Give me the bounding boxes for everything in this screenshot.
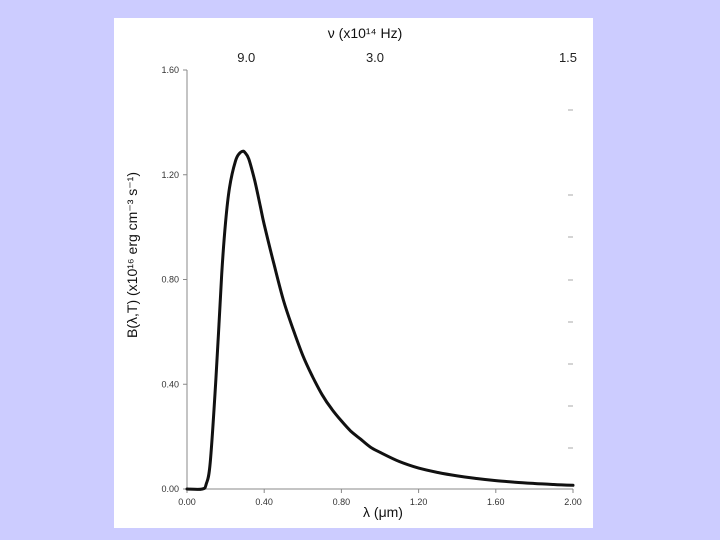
top-tick-label: 1.5 [559,50,577,65]
y-tick-label: 1.20 [161,170,179,180]
y-tick-label: 0.00 [161,484,179,494]
right-edge-marks [568,109,573,449]
top-axis-ticks: 9.0 3.0 1.5 [237,50,577,65]
x-tick-label: 2.00 [564,497,582,507]
y-tick-label: 0.40 [161,379,179,389]
top-tick-label: 9.0 [237,50,255,65]
y-axis-title: B(λ,T) (x10¹⁶ erg cm⁻³ s⁻¹) [124,172,140,338]
x-tick-label: 1.60 [487,497,505,507]
y-tick-label: 0.80 [161,275,179,285]
y-axis-ticks: 0.00 0.40 0.80 1.20 1.60 [161,65,187,494]
x-tick-label: 0.00 [178,497,196,507]
x-tick-label: 0.40 [255,497,273,507]
x-tick-label: 0.80 [333,497,351,507]
top-axis-title: ν (x10¹⁴ Hz) [328,25,402,41]
top-tick-label: 3.0 [366,50,384,65]
x-axis-title: λ (μm) [363,504,403,520]
y-tick-label: 1.60 [161,65,179,75]
x-tick-label: 1.20 [410,497,428,507]
series-line-planck [185,149,575,491]
chart-panel [114,18,593,528]
